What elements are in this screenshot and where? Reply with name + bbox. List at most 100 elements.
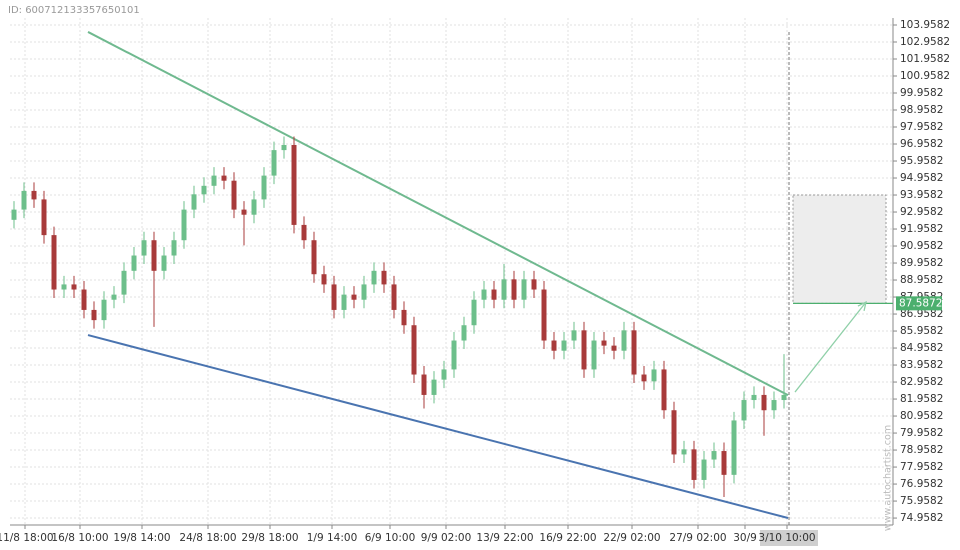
x-tick-label: 30/9 xyxy=(733,532,757,544)
candle-body xyxy=(351,294,357,300)
candle-body xyxy=(151,240,157,271)
candle-body xyxy=(661,369,667,411)
candle-body xyxy=(211,175,217,186)
y-tick-label: 91.9582 xyxy=(900,223,943,235)
candle-body xyxy=(271,150,277,176)
x-tick-label: 13/9 22:00 xyxy=(476,532,533,544)
candle-body xyxy=(391,284,397,310)
candle-body xyxy=(371,270,377,285)
candle-body xyxy=(471,299,477,326)
y-tick-label: 96.9582 xyxy=(900,138,943,150)
y-tick-label: 100.9582 xyxy=(900,70,950,82)
candle-body xyxy=(621,330,627,351)
y-tick-label: 85.9582 xyxy=(900,325,943,337)
x-tick-label: 22/9 02:00 xyxy=(603,532,660,544)
candle-body xyxy=(651,369,657,382)
candle-body xyxy=(591,340,597,370)
chart-id: ID: 600712133357650101 xyxy=(8,5,140,16)
resistance-line xyxy=(87,31,789,396)
candle-body xyxy=(501,279,507,300)
candle-body xyxy=(761,394,767,411)
candle-body xyxy=(231,180,237,210)
candle-body xyxy=(601,340,607,346)
y-tick-label: 82.9582 xyxy=(900,376,943,388)
candle-body xyxy=(531,279,537,290)
x-tick-label: 29/8 18:00 xyxy=(241,532,298,544)
grid-layer xyxy=(10,18,893,525)
candle-body xyxy=(171,240,177,256)
candle-body xyxy=(221,175,227,181)
candle-body xyxy=(331,284,337,310)
candle-body xyxy=(141,240,147,256)
x-tick-label: 24/8 18:00 xyxy=(179,532,236,544)
candle-body xyxy=(691,449,697,480)
projection-arrowhead xyxy=(857,300,867,312)
candle-body xyxy=(771,400,777,411)
candle-body xyxy=(131,255,137,271)
x-tick-label: 1/9 14:00 xyxy=(307,532,358,544)
x-tick-label: 19/8 14:00 xyxy=(113,532,170,544)
y-tick-label: 76.9582 xyxy=(900,478,943,490)
y-tick-label: 89.9582 xyxy=(900,257,943,269)
candle-body xyxy=(491,289,497,300)
y-tick-label: 102.9582 xyxy=(900,36,950,48)
candle-body xyxy=(571,330,577,341)
candle-body xyxy=(421,374,427,395)
y-tick-label: 92.9582 xyxy=(900,206,943,218)
candle-body xyxy=(251,199,257,215)
y-tick-label: 77.9582 xyxy=(900,461,943,473)
y-tick-label: 103.9582 xyxy=(900,19,950,31)
candle-body xyxy=(31,190,37,200)
candle-body xyxy=(711,451,717,460)
y-tick-label: 79.9582 xyxy=(900,427,943,439)
projection-line xyxy=(794,301,867,393)
candle-body xyxy=(291,145,297,225)
candle-body xyxy=(101,299,107,321)
y-tick-label: 74.9582 xyxy=(900,512,943,524)
candle-body xyxy=(751,394,757,401)
x-tick-label: 9/9 02:00 xyxy=(421,532,472,544)
candle-body xyxy=(121,270,127,295)
candle-body xyxy=(51,235,57,290)
y-tick-label: 90.9582 xyxy=(900,240,943,252)
y-tick-label: 75.9582 xyxy=(900,495,943,507)
target-zone xyxy=(792,194,887,304)
x-tick-label: 3/10 10:00 xyxy=(758,532,815,544)
watermark: www.autochartist.com xyxy=(883,425,894,531)
y-tick-label: 88.9582 xyxy=(900,274,943,286)
x-tick-label: 16/9 22:00 xyxy=(539,532,596,544)
y-tick-label: 93.9582 xyxy=(900,189,943,201)
candle-body xyxy=(781,394,787,401)
x-tick-label: 27/9 02:00 xyxy=(669,532,726,544)
candle-body xyxy=(411,325,417,375)
candle-body xyxy=(461,325,467,341)
y-tick-label: 101.9582 xyxy=(900,53,950,65)
candle-body xyxy=(321,274,327,285)
candle-body xyxy=(11,209,17,220)
candle-body xyxy=(441,369,447,380)
candle-body xyxy=(261,175,267,200)
candle-body xyxy=(341,294,347,310)
x-tick-label: 6/9 10:00 xyxy=(365,532,416,544)
candle-body xyxy=(721,451,727,475)
candle-body xyxy=(91,309,97,321)
candle-body xyxy=(671,410,677,455)
candle-body xyxy=(191,194,197,210)
candle-body xyxy=(301,224,307,241)
y-tick-label: 81.9582 xyxy=(900,393,943,405)
candle-body xyxy=(81,289,87,310)
candle-body xyxy=(561,340,567,351)
candle-body xyxy=(41,199,47,236)
candle-body xyxy=(681,449,687,455)
candle-body xyxy=(281,145,287,151)
y-tick-label: 98.9582 xyxy=(900,104,943,116)
candle-body xyxy=(581,330,587,370)
candle-body xyxy=(381,270,387,285)
candle-body xyxy=(451,340,457,370)
y-tick-label: 78.9582 xyxy=(900,444,943,456)
candle-body xyxy=(701,459,707,480)
candle-body xyxy=(741,400,747,421)
candle-body xyxy=(111,294,117,300)
y-tick-label: 86.9582 xyxy=(900,308,943,320)
